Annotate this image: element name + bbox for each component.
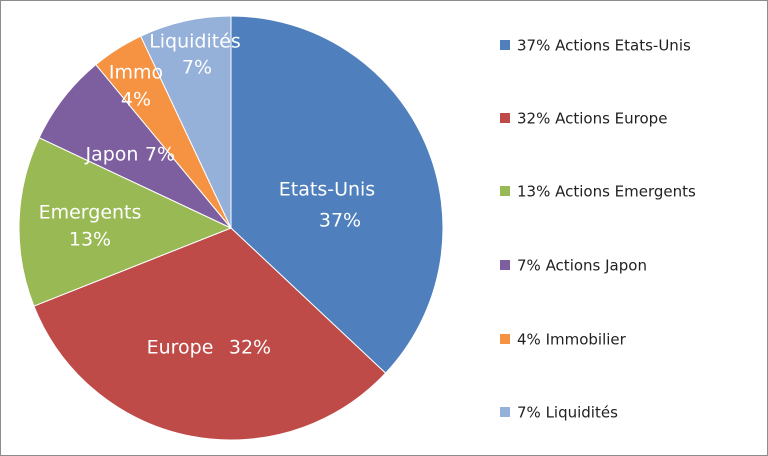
slice-value-label: 4% — [121, 89, 151, 111]
legend-label: 7% Liquidités — [517, 404, 618, 422]
legend-marker — [500, 260, 510, 270]
slice-category-label: Etats-Unis — [279, 179, 375, 201]
slice-category-label: Europe — [147, 337, 214, 359]
slice-value-label: 7% — [182, 57, 212, 79]
slice-category-label: Emergents — [39, 202, 142, 224]
legend-label: 7% Actions Japon — [517, 257, 647, 275]
slice-value-label: 13% — [69, 229, 111, 251]
slice-value-label: 32% — [229, 337, 271, 359]
slice-category-label: Immo — [109, 62, 163, 84]
legend-marker — [500, 334, 510, 344]
slice-value-label: 7% — [145, 144, 175, 166]
pie-slice — [140, 15, 232, 229]
slice-category-label: Japon — [85, 144, 139, 166]
legend-marker — [500, 186, 510, 196]
pie-slice — [33, 227, 387, 441]
legend-marker — [500, 407, 510, 417]
pie-slice — [230, 15, 444, 374]
pie-slice — [18, 137, 233, 307]
legend-label: 4% Immobilier — [517, 331, 627, 349]
legend-label: 37% Actions Etats-Unis — [517, 37, 691, 55]
legend-label: 32% Actions Europe — [517, 110, 667, 128]
slice-value-label: 37% — [319, 210, 361, 232]
legend-label: 13% Actions Emergents — [517, 183, 696, 201]
legend-marker — [500, 113, 510, 123]
legend-marker — [500, 40, 510, 50]
slice-category-label: Liquidités — [149, 31, 241, 53]
